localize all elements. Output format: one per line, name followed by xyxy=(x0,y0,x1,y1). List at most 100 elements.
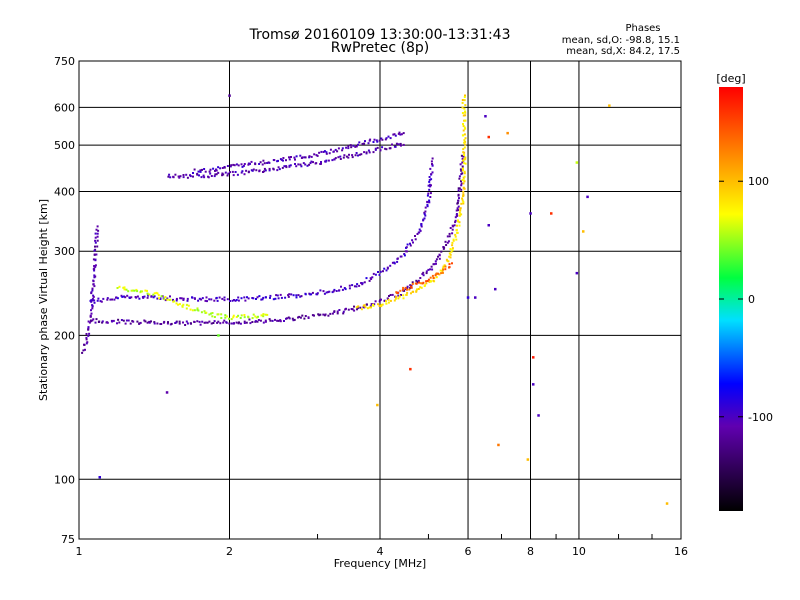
echo-point xyxy=(575,271,579,275)
echo-point xyxy=(338,309,341,311)
echo-point xyxy=(138,297,141,300)
echo-point xyxy=(364,140,366,143)
echo-point xyxy=(95,253,98,256)
echo-point xyxy=(397,143,400,146)
echo-point xyxy=(129,322,132,325)
echo-point xyxy=(240,314,243,317)
echo-point xyxy=(127,319,130,322)
echo-point xyxy=(392,133,395,136)
echo-point xyxy=(487,135,490,139)
echo-point xyxy=(448,263,451,266)
echo-point xyxy=(398,131,401,134)
echo-point xyxy=(85,338,88,341)
echo-point xyxy=(435,262,437,265)
echo-point xyxy=(372,304,375,307)
echo-point xyxy=(90,309,92,312)
echo-point xyxy=(268,169,271,172)
echo-point xyxy=(224,171,227,174)
echo-point xyxy=(460,182,463,185)
echo-point xyxy=(115,296,118,299)
echo-point xyxy=(86,341,89,344)
echo-point xyxy=(193,309,196,312)
echo-point xyxy=(315,154,318,157)
echo-point xyxy=(203,168,206,170)
echo-point xyxy=(292,294,295,297)
echo-point xyxy=(454,216,457,219)
echo-point xyxy=(318,314,321,317)
echo-point xyxy=(365,151,368,154)
echo-point xyxy=(91,319,94,322)
echo-point xyxy=(297,163,300,166)
echo-point xyxy=(446,235,449,238)
echo-point xyxy=(106,321,109,324)
echo-point xyxy=(451,247,454,250)
echo-point xyxy=(293,318,296,321)
echo-point xyxy=(304,156,307,159)
echo-point xyxy=(175,321,178,324)
echo-point xyxy=(109,298,112,301)
echo-point xyxy=(416,233,419,235)
echo-point xyxy=(288,293,291,296)
echo-point xyxy=(456,201,459,204)
echo-point xyxy=(308,163,311,166)
echo-point xyxy=(422,281,425,284)
echo-point xyxy=(288,317,291,320)
echo-point xyxy=(232,163,235,166)
echo-point xyxy=(420,223,423,226)
echo-point xyxy=(358,284,361,287)
echo-point xyxy=(243,322,246,324)
echo-point xyxy=(264,320,267,323)
echo-point xyxy=(209,168,212,171)
echo-point xyxy=(157,294,160,297)
echo-point xyxy=(251,169,254,172)
echo-point xyxy=(438,257,441,260)
echo-point xyxy=(432,279,435,282)
echo-point xyxy=(367,142,370,145)
echo-point xyxy=(448,252,451,255)
echo-point xyxy=(228,322,231,325)
echo-point xyxy=(354,145,357,148)
echo-point xyxy=(96,245,99,248)
echo-point xyxy=(373,138,376,141)
echo-point xyxy=(88,321,91,324)
echo-point xyxy=(400,294,402,296)
echo-point xyxy=(451,249,454,252)
echo-point xyxy=(442,246,445,249)
echo-point xyxy=(318,151,321,154)
echo-point xyxy=(247,171,250,174)
echo-point xyxy=(299,316,302,319)
echo-point xyxy=(208,320,211,323)
echo-point xyxy=(213,299,216,302)
echo-point xyxy=(233,322,235,325)
echo-point xyxy=(272,167,275,170)
echo-point xyxy=(464,111,467,114)
echo-point xyxy=(268,318,271,321)
echo-point xyxy=(264,319,267,322)
echo-point xyxy=(273,159,276,162)
echo-point xyxy=(310,293,313,296)
echo-point xyxy=(116,297,119,300)
echo-point xyxy=(430,265,433,268)
echo-point xyxy=(280,158,283,161)
echo-point xyxy=(264,169,267,172)
echo-point xyxy=(458,221,461,224)
echo-point xyxy=(90,300,93,303)
echo-point xyxy=(459,207,462,210)
echo-point xyxy=(374,148,377,151)
echo-point xyxy=(160,295,163,298)
echo-point xyxy=(442,265,445,268)
echo-point xyxy=(372,151,375,154)
echo-point xyxy=(464,127,467,130)
echo-point xyxy=(146,321,149,324)
echo-point xyxy=(357,143,359,146)
echo-point xyxy=(400,144,402,147)
echo-point xyxy=(418,281,420,284)
echo-point xyxy=(182,299,185,301)
echo-point xyxy=(430,160,433,163)
echo-point xyxy=(217,320,220,323)
echo-point xyxy=(458,224,461,227)
echo-point xyxy=(461,134,464,137)
echo-point xyxy=(454,233,457,236)
echo-point xyxy=(93,269,96,272)
echo-point xyxy=(360,282,363,284)
